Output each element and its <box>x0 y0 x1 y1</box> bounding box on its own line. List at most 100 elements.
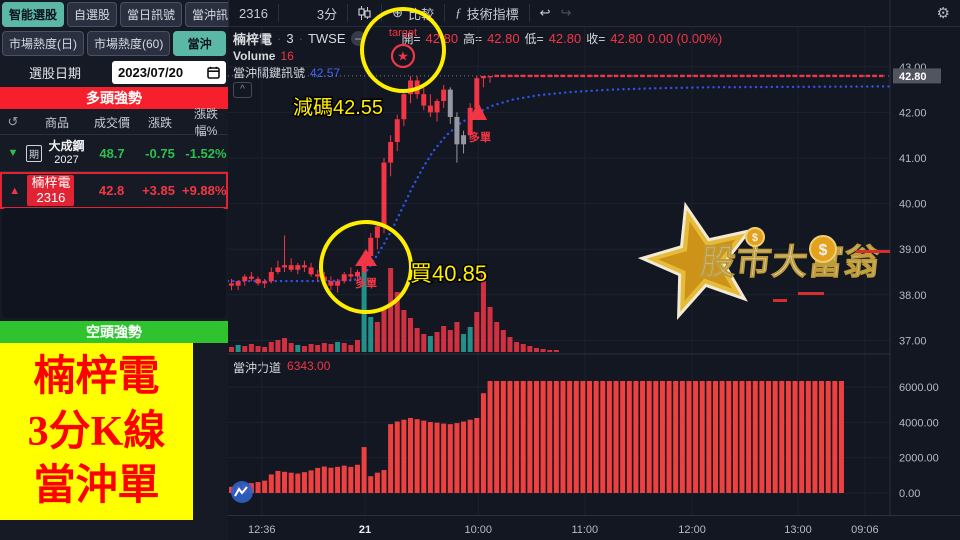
ohlc-change: 0.00 (0.00%) <box>647 31 723 46</box>
compare-icon: ⊕ <box>392 5 404 20</box>
chart-toolbar: 2316 3分 ⊕ 比較 ƒ 技術指標 ↩ ↪ <box>228 0 960 27</box>
collapse-pane-button[interactable]: ^ <box>233 82 252 98</box>
time-tick: 21 <box>359 524 371 536</box>
stock-badge: 楠梓電 2316 <box>27 174 75 207</box>
redo-button[interactable]: ↪ <box>560 5 572 20</box>
fx-icon: ƒ <box>455 5 462 20</box>
price-tick: 43.00 <box>899 62 927 74</box>
date-label: 選股日期 <box>28 65 81 81</box>
col-name: 商品 <box>44 115 69 130</box>
main-tabs: 智能選股 自選股 當日訊號 當沖訊號 <box>0 0 248 29</box>
stock-name-cell: 楠梓電 2316 <box>27 174 88 207</box>
stock-change: -0.75 <box>145 145 175 161</box>
legend-exchange: TWSE <box>307 31 346 46</box>
col-change-pct: 漲跌幅% <box>193 107 218 138</box>
down-triangle-icon: ▼ <box>7 147 19 159</box>
chart-legend: 楠梓電 · 3 · TWSE − 開= 42.80 高= 42.80 低= 42.80… <box>233 31 723 80</box>
price-chip <box>893 68 941 84</box>
price-tick: 41.00 <box>899 153 927 165</box>
price-tick: 39.00 <box>899 244 927 256</box>
up-triangle-icon: ▲ <box>9 184 21 197</box>
legend-symbol-name[interactable]: 楠梓電 <box>233 32 273 47</box>
col-price: 成交價 <box>93 115 130 130</box>
force-tick: 6000.00 <box>899 382 939 394</box>
empty-list-panel <box>2 208 226 318</box>
time-tick: 09:06 <box>851 524 879 536</box>
collapse-legend-icon[interactable]: − <box>350 31 366 46</box>
stock-change-pct: +9.88% <box>182 183 227 198</box>
candlestick-icon <box>358 6 371 20</box>
price-tick: 40.00 <box>899 199 927 211</box>
force-value: 6343.00 <box>287 359 331 373</box>
symbol-search[interactable]: 2316 <box>239 5 268 21</box>
undo-button[interactable]: ↩ <box>539 5 551 20</box>
stock-name: 楠梓電 <box>31 174 71 190</box>
gear-icon[interactable]: ⚙ <box>936 5 950 22</box>
interval-button[interactable]: 3分 <box>316 6 338 22</box>
price-chip-label: 42.80 <box>899 71 927 83</box>
calendar-icon <box>207 66 220 79</box>
time-tick: 10:00 <box>464 524 492 536</box>
time-tick: 12:36 <box>248 524 276 536</box>
stock-table-header: ↺ 商品 成交價 漲跌 漲跌幅% <box>0 107 228 138</box>
stock-change-pct: -1.52% <box>185 145 227 161</box>
ohlc-low-label: 低= <box>524 32 544 46</box>
refresh-icon[interactable]: ↺ <box>7 114 19 129</box>
force-tick: 2000.00 <box>899 453 939 465</box>
compare-button[interactable]: ⊕ 比較 <box>392 5 435 22</box>
ohlc-low: 42.80 <box>548 31 582 46</box>
ohlc-high-label: 高= <box>463 32 483 46</box>
tab-watchlist[interactable]: 自選股 <box>67 2 118 27</box>
signal-label: 當沖關鍵訊號 <box>233 66 306 80</box>
signal-value: 42.57 <box>310 65 341 80</box>
volume-value: 16 <box>280 48 294 63</box>
bear-strength-header: 空頭強勢 <box>0 321 228 343</box>
force-tick: 0.00 <box>899 488 920 500</box>
stock-price: 42.8 <box>98 183 125 198</box>
date-value: 2023/07/20 <box>118 64 184 80</box>
force-tick: 4000.00 <box>899 417 939 429</box>
chart-type-button[interactable] <box>348 6 381 20</box>
price-tick: 42.00 <box>899 107 927 119</box>
stock-price: 48.7 <box>99 145 125 161</box>
ohlc-open: 42.80 <box>425 31 459 46</box>
ohlc-close-label: 收= <box>586 32 606 46</box>
stock-code: 2027 <box>54 153 79 166</box>
time-tick: 12:00 <box>678 524 706 536</box>
stock-name: 大成鋼 <box>48 138 85 153</box>
stock-change: +3.85 <box>142 183 175 198</box>
table-row-selected[interactable]: ▲ 楠梓電 2316 42.8 +3.85 +9.88% <box>0 172 228 209</box>
bull-strength-header: 多頭強勢 <box>0 87 228 109</box>
caption-line-2: 3分K線 <box>27 408 166 455</box>
chart-surface[interactable] <box>228 27 894 516</box>
tab-smart-select[interactable]: 智能選股 <box>2 2 65 27</box>
sidebar: 智能選股 自選股 當日訊號 當沖訊號 市場熱度(日) 市場熱度(60) 當沖 選… <box>0 0 248 540</box>
ohlc-high: 42.80 <box>487 31 520 46</box>
sub-tabs: 市場熱度(日) 市場熱度(60) 當沖 <box>0 29 228 58</box>
futures-badge: 期 <box>26 144 42 162</box>
caption-overlay: 楠梓電 3分K線 當沖單 <box>0 343 193 520</box>
date-picker[interactable]: 2023/07/20 <box>112 60 226 84</box>
time-tick: 11:00 <box>571 524 598 536</box>
price-tick: 38.00 <box>899 290 927 302</box>
caption-line-1: 楠梓電 <box>33 353 160 400</box>
caption-line-3: 當沖單 <box>33 463 160 510</box>
tab-daily-signal[interactable]: 當日訊號 <box>120 2 183 27</box>
tab-market-heat-60[interactable]: 市場熱度(60) <box>87 31 171 56</box>
stock-name-cell: 期 大成鋼 2027 <box>26 138 88 166</box>
volume-label: Volume <box>233 48 276 63</box>
stock-code: 2316 <box>36 189 66 205</box>
date-row: 選股日期 2023/07/20 <box>0 58 228 86</box>
price-tick: 37.00 <box>899 335 927 347</box>
time-tick: 13:00 <box>784 524 812 536</box>
tab-daytrade[interactable]: 當沖 <box>173 31 226 56</box>
force-indicator-label: 當沖力道 6343.00 <box>233 359 331 375</box>
table-row[interactable]: ▼ 期 大成鋼 2027 48.7 -0.75 -1.52% <box>0 135 228 172</box>
col-change: 漲跌 <box>147 115 172 130</box>
tab-market-heat-day[interactable]: 市場熱度(日) <box>2 31 84 56</box>
legend-interval: 3 <box>286 31 294 46</box>
ohlc-close: 42.80 <box>610 31 643 46</box>
indicators-button[interactable]: ƒ 技術指標 <box>455 5 519 22</box>
ohlc-open-label: 開= <box>401 32 421 46</box>
